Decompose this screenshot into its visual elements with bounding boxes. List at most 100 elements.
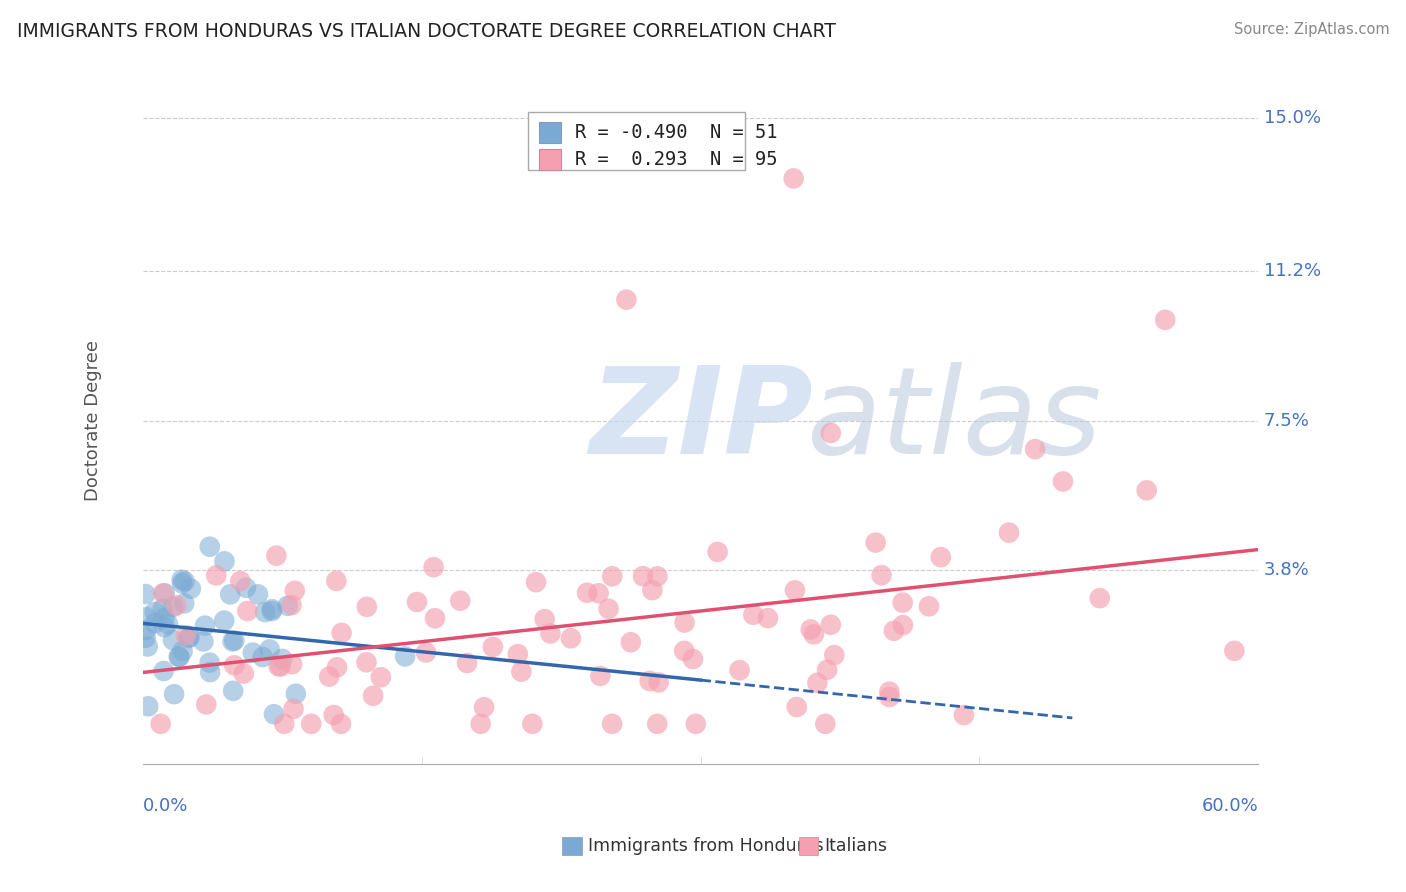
- Point: [647, 675, 669, 690]
- Point: [273, 716, 295, 731]
- Point: [510, 665, 533, 679]
- Point: [782, 171, 804, 186]
- Text: R =  0.293  N = 95: R = 0.293 N = 95: [575, 150, 778, 169]
- Point: [533, 612, 555, 626]
- Point: [318, 670, 340, 684]
- Point: [522, 716, 544, 731]
- Point: [865, 535, 887, 549]
- Point: [172, 644, 194, 658]
- Point: [134, 587, 156, 601]
- Point: [786, 700, 808, 714]
- Point: [259, 642, 281, 657]
- Point: [262, 602, 284, 616]
- Point: [891, 596, 914, 610]
- Point: [284, 583, 307, 598]
- Point: [172, 576, 194, 591]
- Point: [325, 574, 347, 588]
- Point: [631, 569, 654, 583]
- Point: [370, 670, 392, 684]
- Text: 60.0%: 60.0%: [1201, 797, 1258, 814]
- Point: [143, 616, 166, 631]
- Point: [253, 605, 276, 619]
- Point: [620, 635, 643, 649]
- Point: [229, 574, 252, 588]
- Point: [1088, 591, 1111, 606]
- Point: [232, 666, 254, 681]
- Point: [814, 716, 837, 731]
- Point: [1136, 483, 1159, 498]
- Point: [152, 664, 174, 678]
- Point: [179, 630, 201, 644]
- Point: [170, 573, 193, 587]
- Text: atlas: atlas: [807, 362, 1102, 479]
- Point: [783, 583, 806, 598]
- Point: [415, 645, 437, 659]
- Point: [277, 599, 299, 613]
- Point: [270, 659, 292, 673]
- Text: 11.2%: 11.2%: [1264, 262, 1320, 280]
- Point: [136, 640, 159, 654]
- Point: [1223, 644, 1246, 658]
- FancyBboxPatch shape: [538, 122, 561, 143]
- Point: [330, 716, 353, 731]
- Point: [800, 623, 823, 637]
- Point: [173, 574, 195, 589]
- Point: [806, 675, 828, 690]
- Point: [815, 663, 838, 677]
- Point: [803, 627, 825, 641]
- Point: [219, 587, 242, 601]
- Point: [163, 687, 186, 701]
- Point: [280, 598, 302, 612]
- Bar: [562, 837, 582, 855]
- Text: IMMIGRANTS FROM HONDURAS VS ITALIAN DOCTORATE DEGREE CORRELATION CHART: IMMIGRANTS FROM HONDURAS VS ITALIAN DOCT…: [17, 22, 835, 41]
- Point: [918, 599, 941, 614]
- Text: Italians: Italians: [824, 837, 887, 855]
- Point: [284, 687, 307, 701]
- Point: [224, 633, 246, 648]
- Text: 7.5%: 7.5%: [1264, 412, 1309, 430]
- Text: R = -0.490  N = 51: R = -0.490 N = 51: [575, 123, 778, 142]
- Point: [929, 550, 952, 565]
- Point: [263, 707, 285, 722]
- Point: [647, 569, 669, 583]
- Point: [165, 599, 187, 613]
- Text: Doctorate Degree: Doctorate Degree: [84, 341, 103, 501]
- Point: [205, 568, 228, 582]
- Point: [177, 631, 200, 645]
- Point: [152, 586, 174, 600]
- Point: [198, 665, 221, 679]
- Point: [153, 620, 176, 634]
- Point: [236, 604, 259, 618]
- Point: [135, 631, 157, 645]
- Point: [1154, 313, 1177, 327]
- Point: [560, 632, 582, 646]
- Point: [167, 649, 190, 664]
- Point: [423, 611, 446, 625]
- FancyBboxPatch shape: [527, 112, 745, 170]
- Point: [576, 586, 599, 600]
- Point: [673, 615, 696, 630]
- Point: [152, 602, 174, 616]
- Point: [598, 602, 620, 616]
- Point: [682, 652, 704, 666]
- Point: [706, 545, 728, 559]
- FancyBboxPatch shape: [538, 149, 561, 170]
- Point: [326, 660, 349, 674]
- Point: [361, 689, 384, 703]
- Point: [685, 716, 707, 731]
- Point: [281, 657, 304, 672]
- Point: [394, 649, 416, 664]
- Text: 15.0%: 15.0%: [1264, 109, 1320, 127]
- Point: [756, 611, 779, 625]
- Point: [173, 596, 195, 610]
- Point: [271, 652, 294, 666]
- Point: [820, 425, 842, 440]
- Point: [891, 618, 914, 632]
- Point: [153, 611, 176, 625]
- Point: [820, 617, 842, 632]
- Point: [156, 616, 179, 631]
- Point: [193, 634, 215, 648]
- Point: [1052, 475, 1074, 489]
- Point: [356, 655, 378, 669]
- Point: [589, 669, 612, 683]
